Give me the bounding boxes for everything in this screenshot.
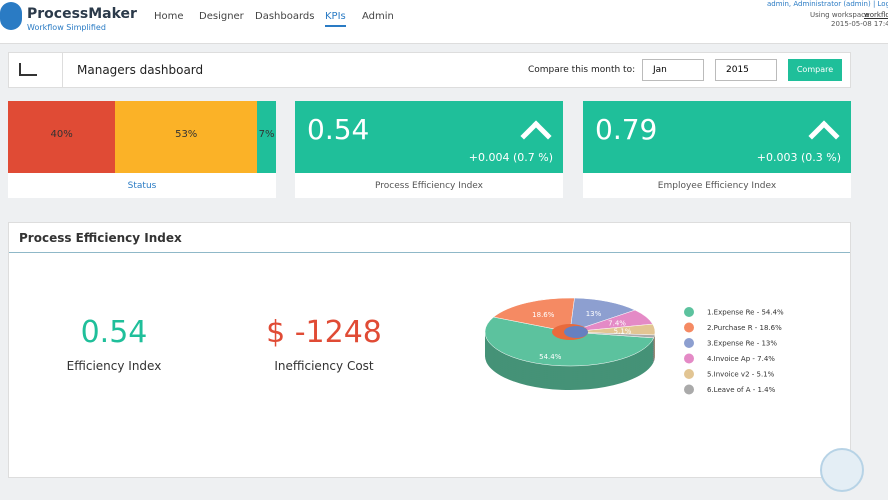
kpi-value: 0.54 [307,113,370,146]
legend-swatch [684,307,694,317]
pie-slice [484,316,655,367]
pie-slice [569,331,655,339]
kpi-top: 0.54 +0.004 (0.7 %) [295,101,563,173]
legend-swatch [684,322,694,333]
status-segment: 40% [8,101,116,173]
kpi-card[interactable]: 0.79 +0.003 (0.3 %) Employee Efficiency … [583,101,851,198]
legend-swatch [684,369,694,379]
status-segment: 53% [115,101,258,173]
nav-item[interactable]: Admin [362,11,394,22]
kpi-label: Process Efficiency Index [375,181,483,191]
logo [0,2,22,30]
status-card: 40% 53% 7% Status [8,101,276,198]
workspace-label: Using workspace [810,11,870,19]
legend-label: 5.Invoice v2 - 5.1% [707,371,775,379]
toolbar: Managers dashboard Compare this month to… [8,52,851,88]
dashboard-title: Managers dashboard [77,63,204,77]
kpi-change: +0.004 (0.7 %) [468,151,553,164]
metric-value: $ -1248 [266,315,382,350]
legend-label: 4.Invoice Ap - 7.4% [707,355,775,363]
panel: Process Efficiency Index 0.54 Efficiency… [8,222,851,478]
kpi-label: Employee Efficiency Index [657,181,777,191]
compare-button[interactable]: Compare [788,59,842,81]
pie-label: 13% [586,310,602,318]
kpi-top: 0.79 +0.003 (0.3 %) [583,101,851,173]
legend-label: 1.Expense Re - 54.4% [707,309,784,317]
status-label: 53% [175,129,198,140]
year: 2015 [726,65,749,75]
panel-header: Process Efficiency Index [9,223,850,253]
legend-swatch [684,384,694,395]
panel-title: Process Efficiency Index [19,231,182,245]
nav-item[interactable]: Home [154,11,184,22]
metric-label: Inefficiency Cost [274,359,374,373]
pie-slice [569,297,636,333]
user-info[interactable]: admin, Administrator (admin) | Log [767,0,888,8]
status-label: 7% [258,129,275,140]
legend-swatch [684,353,694,364]
chart-icon [19,63,37,76]
status-label[interactable]: Status [127,181,157,191]
pie-label: 5.1% [614,327,632,335]
nav-item-active[interactable]: KPIs [325,11,346,27]
legend-label: 6.Leave of A - 1.4% [707,386,776,394]
tagline: Workflow Simplified [27,23,106,32]
nav-item[interactable]: Dashboards [255,11,315,22]
workspace[interactable]: workflo [864,11,888,19]
legend-swatch [684,338,694,348]
kpi-value: 0.79 [595,113,658,146]
chart-menu[interactable] [9,53,63,87]
compare-label: Compare this month to: [528,65,636,75]
scroll-button[interactable] [820,448,864,492]
datetime: 2015-05-08 17:42:5 [831,20,888,28]
status-label: 40% [50,129,73,140]
pie-slice [493,297,575,333]
kpi-card[interactable]: 0.54 +0.004 (0.7 %) Process Efficiency I… [295,101,563,198]
pie-label: 18.6% [532,311,555,319]
month: Jan [653,65,667,75]
legend-label: 2.Purchase R - 18.6% [707,324,782,332]
kpi-change: +0.003 (0.3 %) [756,151,841,164]
metric-label: Efficiency Index [66,359,162,373]
pie-label: 54.4% [539,353,562,361]
brand: ProcessMaker [27,6,137,22]
month-select[interactable]: Jan [642,59,704,81]
nav-item[interactable]: Designer [199,11,244,22]
status-bar: 40% 53% 7% [8,101,276,173]
metric-value: 0.54 [80,315,148,350]
pie-label: 7.4% [608,320,626,328]
pie-hole-inner [564,326,588,338]
header: ProcessMaker Workflow Simplified Home De… [0,0,888,44]
year-select[interactable]: 2015 [715,59,777,81]
legend-label: 3.Expense Re - 13% [707,340,777,348]
status-segment: 7% [257,101,276,173]
